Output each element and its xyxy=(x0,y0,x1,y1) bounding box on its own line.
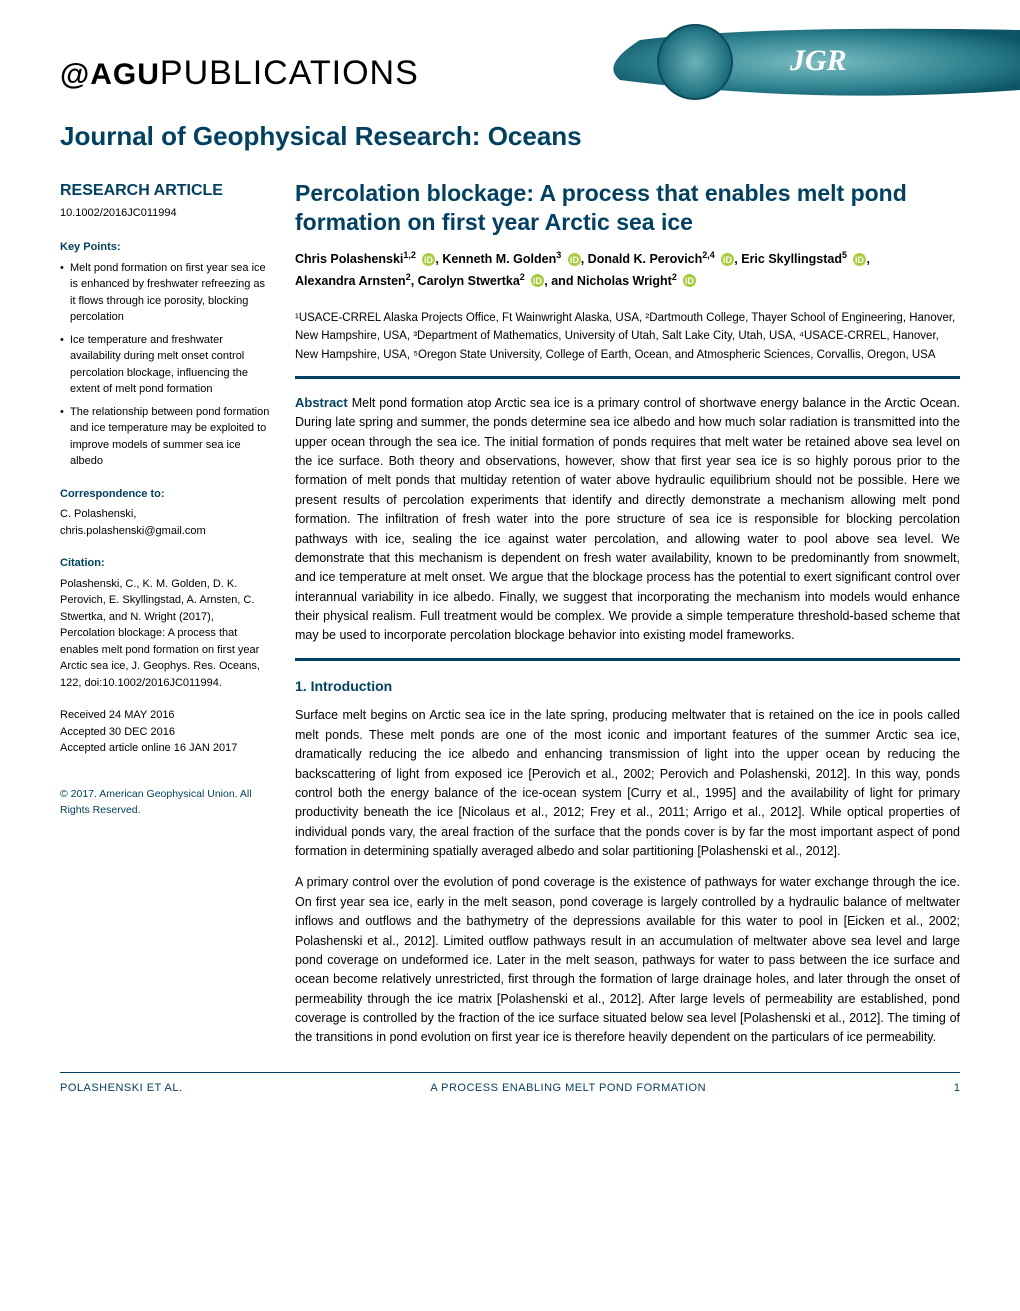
correspondence-section: Correspondence to: C. Polashenski, chris… xyxy=(60,486,270,540)
svg-text:iD: iD xyxy=(533,276,542,286)
divider xyxy=(295,376,960,379)
sidebar: RESEARCH ARTICLE 10.1002/2016JC011994 Ke… xyxy=(60,179,270,1060)
key-points-list: Melt pond formation on first year sea ic… xyxy=(60,260,270,470)
affil-sup: 1,2 xyxy=(403,250,416,260)
journal-title: Journal of Geophysical Research: Oceans xyxy=(60,118,960,154)
author-name: , and Nicholas Wright xyxy=(544,274,672,288)
orcid-icon: iD xyxy=(422,253,435,266)
article-type: RESEARCH ARTICLE xyxy=(60,179,270,203)
author-name: , Donald K. Perovich xyxy=(581,253,703,267)
key-points-heading: Key Points: xyxy=(60,239,270,256)
orcid-icon: iD xyxy=(683,274,696,287)
dates-section: Received 24 MAY 2016 Accepted 30 DEC 201… xyxy=(60,707,270,757)
citation-heading: Citation: xyxy=(60,555,270,572)
author-name: Alexandra Arnsten xyxy=(295,274,406,288)
author-name: , Kenneth M. Golden xyxy=(435,253,556,267)
correspondence-email: chris.polashenski@gmail.com xyxy=(60,523,270,540)
correspondence-name: C. Polashenski, xyxy=(60,506,270,523)
page-header: @AGUPUBLICATIONS JGR Journal of Geophysi… xyxy=(60,50,960,154)
main-content: Percolation blockage: A process that ena… xyxy=(295,179,960,1060)
footer-running-title: A PROCESS ENABLING MELT POND FORMATION xyxy=(430,1081,706,1096)
svg-text:iD: iD xyxy=(570,254,579,264)
affil-sup: 2 xyxy=(672,272,677,282)
section-heading: 1. Introduction xyxy=(295,677,960,697)
paragraph: Surface melt begins on Arctic sea ice in… xyxy=(295,706,960,861)
affiliations: ¹USACE-CRREL Alaska Projects Office, Ft … xyxy=(295,309,960,364)
svg-text:iD: iD xyxy=(723,254,732,264)
jgr-badge-text: JGR xyxy=(789,44,847,77)
article-title: Percolation blockage: A process that ena… xyxy=(295,179,960,237)
affil-sup: 2 xyxy=(520,272,525,282)
orcid-icon: iD xyxy=(531,274,544,287)
key-point: Ice temperature and freshwater availabil… xyxy=(60,332,270,398)
affil-sup: 3 xyxy=(556,250,561,260)
affil-sup: 5 xyxy=(842,250,847,260)
abstract-label: Abstract xyxy=(295,395,348,410)
svg-text:iD: iD xyxy=(856,254,865,264)
paragraph: A primary control over the evolution of … xyxy=(295,873,960,1047)
affil-sup: 2,4 xyxy=(702,250,715,260)
doi: 10.1002/2016JC011994 xyxy=(60,205,270,222)
divider xyxy=(295,658,960,661)
page-footer: POLASHENSKI ET AL. A PROCESS ENABLING ME… xyxy=(60,1072,960,1096)
received-date: Received 24 MAY 2016 xyxy=(60,707,270,724)
accepted-online-date: Accepted article online 16 JAN 2017 xyxy=(60,740,270,757)
jgr-badge: JGR xyxy=(560,20,1020,110)
key-point: The relationship between pond formation … xyxy=(60,404,270,470)
key-points-section: Key Points: Melt pond formation on first… xyxy=(60,239,270,470)
author-name: Chris Polashenski xyxy=(295,253,403,267)
key-point: Melt pond formation on first year sea ic… xyxy=(60,260,270,326)
accepted-date: Accepted 30 DEC 2016 xyxy=(60,724,270,741)
citation-text: Polashenski, C., K. M. Golden, D. K. Per… xyxy=(60,576,270,692)
publications-text: PUBLICATIONS xyxy=(160,54,419,92)
page-number: 1 xyxy=(954,1081,960,1096)
abstract: Abstract Melt pond formation atop Arctic… xyxy=(295,393,960,646)
author-sep: , xyxy=(866,253,869,267)
orcid-icon: iD xyxy=(721,253,734,266)
copyright: © 2017. American Geophysical Union. All … xyxy=(60,787,270,819)
citation-section: Citation: Polashenski, C., K. M. Golden,… xyxy=(60,555,270,691)
correspondence-heading: Correspondence to: xyxy=(60,486,270,503)
svg-text:iD: iD xyxy=(424,254,433,264)
orcid-icon: iD xyxy=(568,253,581,266)
abstract-body: Melt pond formation atop Arctic sea ice … xyxy=(295,396,960,643)
author-name: , Carolyn Stwertka xyxy=(411,274,520,288)
body-text: Surface melt begins on Arctic sea ice in… xyxy=(295,706,960,1047)
footer-authors: POLASHENSKI ET AL. xyxy=(60,1081,183,1096)
author-name: , Eric Skyllingstad xyxy=(734,253,842,267)
svg-text:iD: iD xyxy=(685,276,694,286)
agu-mark: @AGU xyxy=(60,58,160,91)
orcid-icon: iD xyxy=(853,253,866,266)
authors: Chris Polashenski1,2 iD, Kenneth M. Gold… xyxy=(295,248,960,290)
